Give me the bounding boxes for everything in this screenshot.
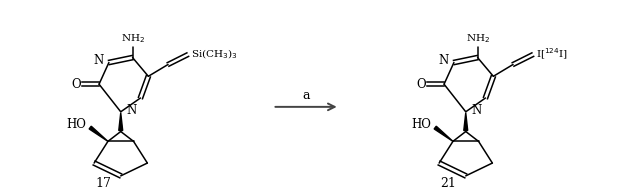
Text: N: N [126, 104, 137, 117]
Text: N: N [94, 54, 104, 67]
Text: Si(CH$_3$)$_3$: Si(CH$_3$)$_3$ [191, 48, 237, 61]
Polygon shape [434, 126, 453, 141]
Text: O: O [71, 78, 81, 91]
Polygon shape [119, 113, 123, 130]
Text: N: N [439, 54, 449, 67]
Text: 21: 21 [440, 177, 456, 190]
Polygon shape [89, 126, 108, 141]
Text: HO: HO [66, 118, 86, 131]
Text: NH$_2$: NH$_2$ [466, 32, 490, 45]
Text: O: O [417, 78, 426, 91]
Text: N: N [472, 104, 482, 117]
Text: I[$^{124}$I]: I[$^{124}$I] [536, 47, 567, 62]
Polygon shape [464, 113, 467, 130]
Text: 17: 17 [95, 177, 111, 190]
Text: a: a [303, 89, 310, 102]
Text: HO: HO [412, 118, 432, 131]
Text: NH$_2$: NH$_2$ [120, 32, 144, 45]
